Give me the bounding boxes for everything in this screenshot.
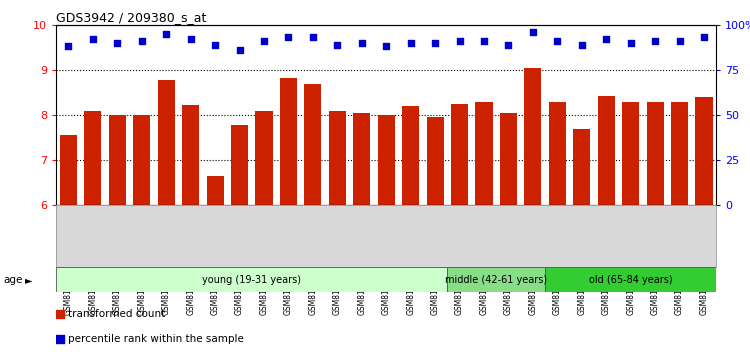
Bar [671,102,688,205]
Bar [427,117,444,205]
Bar [524,68,542,205]
Bar [378,115,394,205]
Text: transformed count: transformed count [68,308,165,319]
Bar [695,97,712,205]
Point [478,38,490,44]
Point [209,42,221,47]
Point [503,42,515,47]
Point [258,38,270,44]
Point [576,42,588,47]
Point [332,42,344,47]
Text: ►: ► [25,275,32,285]
Bar [476,102,493,205]
Bar [328,110,346,205]
Bar [646,102,664,205]
Bar [256,110,272,205]
Bar [451,104,468,205]
Bar [353,113,370,205]
Text: GDS3942 / 209380_s_at: GDS3942 / 209380_s_at [56,11,206,24]
Text: old (65-84 years): old (65-84 years) [589,275,673,285]
Text: young (19-31 years): young (19-31 years) [202,275,302,285]
Point [380,44,392,49]
Bar [545,267,716,292]
Point [245,219,257,225]
Bar [182,105,200,205]
Point [454,38,466,44]
Point [674,38,686,44]
Bar [622,102,639,205]
Point [283,35,295,40]
Point [233,47,245,53]
Point [698,35,710,40]
Text: percentile rank within the sample: percentile rank within the sample [68,334,244,344]
Point [184,36,196,42]
Bar [304,84,322,205]
Bar [447,267,545,292]
Text: middle (42-61 years): middle (42-61 years) [446,275,548,285]
Point [650,38,662,44]
Text: age: age [4,275,23,285]
Bar [231,125,248,205]
Bar [500,113,517,205]
Point [307,35,319,40]
Bar [402,106,419,205]
Point [62,44,74,49]
Bar [206,176,224,205]
Point [405,40,417,46]
Point [356,40,368,46]
Point [600,36,612,42]
Bar [280,78,297,205]
Bar [549,102,566,205]
Point [429,40,441,46]
Bar [56,267,447,292]
Point [136,38,148,44]
Bar [598,96,615,205]
Bar [134,115,150,205]
Point [527,29,539,35]
Point [625,40,637,46]
Bar [158,80,175,205]
Point [87,36,99,42]
Point [160,31,172,37]
Point [551,38,563,44]
Point [111,40,123,46]
Bar [84,110,101,205]
Bar [573,129,590,205]
Bar [60,135,77,205]
Bar [109,115,126,205]
